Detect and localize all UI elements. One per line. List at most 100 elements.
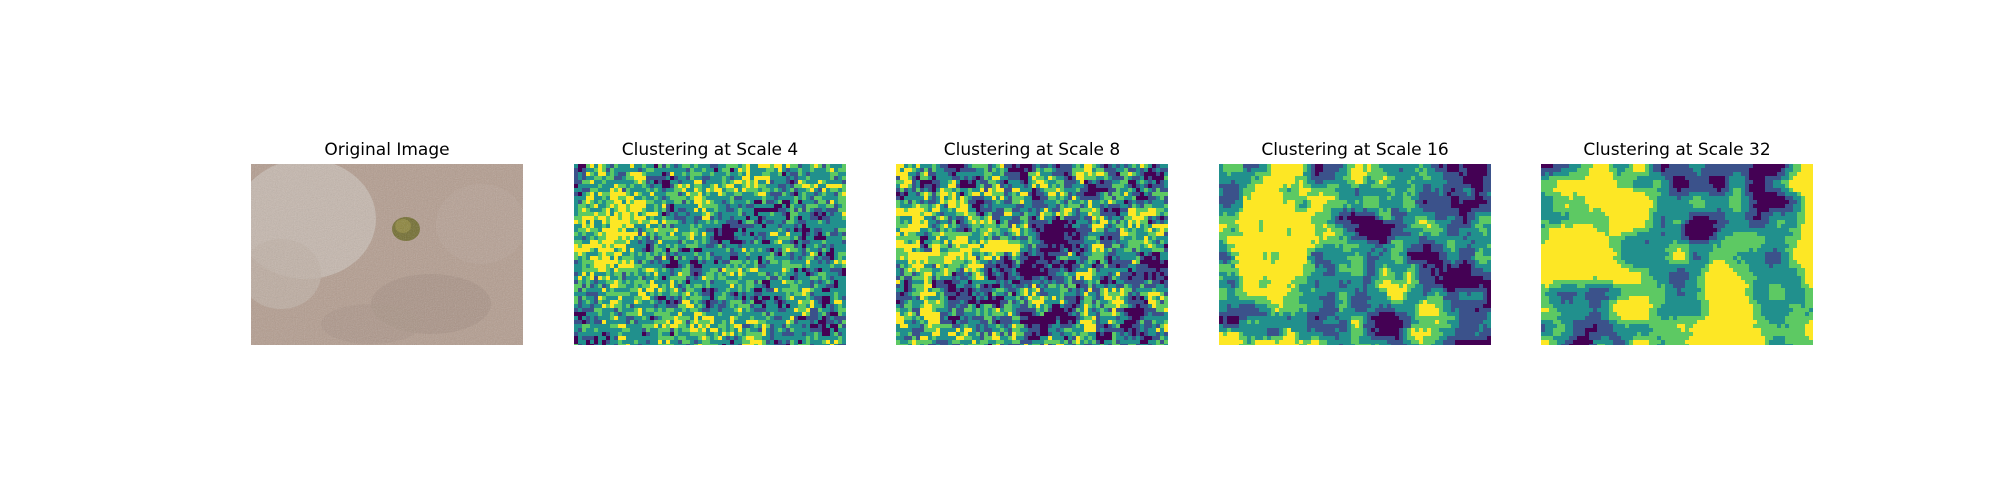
cluster-cell — [770, 268, 775, 273]
cluster-cell — [1100, 220, 1105, 225]
cluster-cell — [610, 324, 615, 329]
cluster-cell — [1084, 264, 1089, 269]
cluster-cell — [694, 184, 699, 189]
cluster-cell — [770, 260, 775, 265]
cluster-cell — [778, 284, 783, 289]
cluster-cell — [782, 296, 787, 301]
cluster-cell — [1152, 164, 1157, 169]
cluster-cell — [1056, 200, 1061, 205]
cluster-cell — [726, 232, 731, 237]
cluster-cell — [830, 308, 835, 313]
cluster-cell — [730, 204, 735, 209]
cluster-cell — [630, 284, 635, 289]
cluster-cell — [988, 192, 993, 197]
cluster-cell — [742, 248, 747, 253]
cluster-cell — [606, 276, 611, 281]
cluster-cell — [594, 340, 599, 345]
cluster-cell — [1016, 188, 1021, 193]
cluster-cell — [818, 164, 823, 169]
cluster-cell — [956, 164, 961, 169]
cluster-cell — [1048, 268, 1053, 273]
cluster-cell — [822, 276, 827, 281]
cluster-cell — [1148, 252, 1153, 257]
cluster-cell — [802, 264, 807, 269]
cluster-cell — [766, 248, 771, 253]
cluster-cell — [1024, 188, 1029, 193]
cluster-cell — [912, 208, 917, 213]
cluster-cell — [830, 240, 835, 245]
cluster-cell — [1124, 248, 1129, 253]
cluster-cell — [750, 312, 755, 317]
cluster-cell — [702, 200, 707, 205]
cluster-cell — [722, 276, 727, 281]
cluster-cell — [960, 236, 965, 241]
cluster-cell — [976, 272, 981, 277]
cluster-cell — [1048, 244, 1053, 249]
cluster-cell — [822, 256, 827, 261]
cluster-cell — [714, 224, 719, 229]
cluster-cell — [634, 256, 639, 261]
cluster-cell — [706, 328, 711, 333]
cluster-cell — [810, 284, 815, 289]
cluster-cell — [908, 216, 913, 221]
cluster-cell — [1144, 164, 1149, 169]
cluster-cell — [594, 268, 599, 273]
cluster-cell — [658, 172, 663, 177]
cluster-cell — [758, 332, 763, 337]
cluster-cell — [726, 220, 731, 225]
cluster-cell — [730, 296, 735, 301]
cluster-cell — [802, 220, 807, 225]
cluster-cell — [1056, 180, 1061, 185]
cluster-cell — [912, 244, 917, 249]
cluster-cell — [822, 164, 827, 169]
cluster-cell — [1040, 168, 1045, 173]
cluster-cell — [908, 180, 913, 185]
cluster-cell — [1124, 184, 1129, 189]
cluster-cell — [574, 312, 579, 317]
cluster-cell — [674, 296, 679, 301]
cluster-cell — [1156, 260, 1161, 265]
cluster-cell — [726, 320, 731, 325]
cluster-cell — [814, 248, 819, 253]
cluster-cell — [614, 320, 619, 325]
cluster-cell — [626, 344, 631, 345]
cluster-cell — [714, 228, 719, 233]
cluster-cell — [746, 192, 751, 197]
cluster-cell — [1048, 188, 1053, 193]
cluster-cell — [758, 316, 763, 321]
cluster-cell — [838, 324, 843, 329]
cluster-cell — [714, 328, 719, 333]
cluster-cell — [682, 312, 687, 317]
cluster-cell — [758, 308, 763, 313]
cluster-cell — [710, 212, 715, 217]
cluster-cell — [988, 236, 993, 241]
cluster-cell — [778, 340, 783, 345]
cluster-cell — [798, 164, 803, 169]
cluster-cell — [678, 296, 683, 301]
cluster-cell — [722, 172, 727, 177]
cluster-cell — [834, 220, 839, 225]
cluster-cell — [590, 336, 595, 341]
cluster-cell — [618, 256, 623, 261]
cluster-cell — [690, 204, 695, 209]
cluster-cell — [646, 324, 651, 329]
cluster-cell — [928, 192, 933, 197]
cluster-cell — [774, 224, 779, 229]
cluster-cell — [722, 256, 727, 261]
cluster-cell — [1156, 172, 1161, 177]
cluster-cell — [1004, 228, 1009, 233]
cluster-cell — [1120, 268, 1125, 273]
cluster-cell — [802, 192, 807, 197]
cluster-cell — [598, 228, 603, 233]
cluster-cell — [1096, 232, 1101, 237]
cluster-cell — [932, 184, 937, 189]
cluster-cell — [674, 300, 679, 305]
cluster-cell — [1000, 200, 1005, 205]
cluster-cell — [730, 332, 735, 337]
cluster-cell — [754, 212, 759, 217]
cluster-cell — [1164, 232, 1168, 237]
cluster-cell — [786, 340, 791, 345]
cluster-cell — [1024, 244, 1029, 249]
cluster-cell — [1012, 208, 1017, 213]
cluster-cell — [794, 236, 799, 241]
